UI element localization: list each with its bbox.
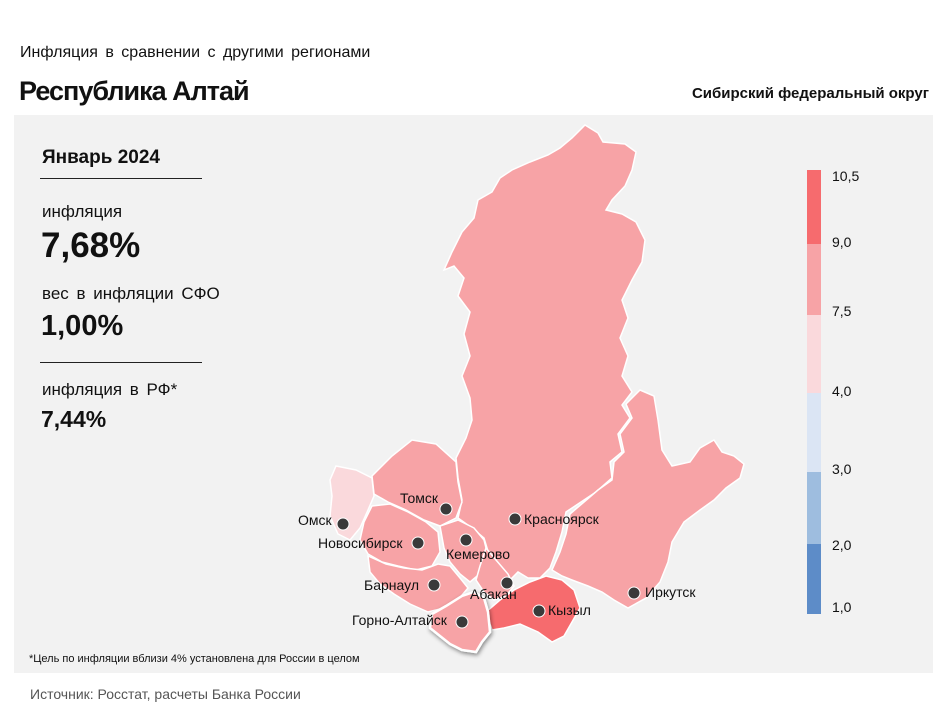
district-name: Сибирский федеральный округ — [691, 85, 929, 102]
svg-text:Иркутск: Иркутск — [645, 584, 696, 600]
city-marker-irkutsk: Иркутск — [627, 584, 696, 600]
page-subtitle: Инфляция в сравнении с другими регионами — [20, 44, 371, 61]
region-krasnoyarsk — [442, 124, 646, 582]
svg-text:Томск: Томск — [400, 490, 439, 506]
svg-text:Барнаул: Барнаул — [364, 577, 419, 593]
period-label: Январь 2024 — [42, 147, 160, 168]
inflation-value: 7,68% — [41, 226, 141, 265]
city-marker-kemerovo: Кемерово — [446, 533, 510, 562]
rf-inflation-value: 7,44% — [41, 406, 107, 432]
divider-top — [40, 178, 202, 179]
region-altai-krai — [367, 554, 469, 613]
city-marker-krasnoyarsk: Красноярск — [508, 511, 600, 527]
region-irkutsk — [551, 389, 745, 609]
legend-band-low — [807, 315, 821, 393]
legend-tick: 9,0 — [832, 234, 852, 250]
legend-band-high — [807, 170, 821, 244]
footnote: *Цель по инфляции вблизи 4% установлена … — [29, 653, 360, 665]
legend-tick: 4,0 — [832, 383, 852, 399]
city-marker-novosibirsk: Новосибирск — [318, 535, 425, 551]
color-legend: 10,5 9,0 7,5 4,0 3,0 2,0 1,0 — [807, 168, 859, 615]
city-marker-barnaul: Барнаул — [364, 577, 441, 593]
inflation-label: инфляция — [42, 202, 123, 221]
svg-text:Горно-Алтайск: Горно-Алтайск — [352, 612, 448, 628]
svg-text:Кемерово: Кемерово — [446, 546, 510, 562]
weight-value: 1,00% — [41, 310, 124, 342]
region-novosibirsk — [359, 503, 441, 571]
legend-band-blue-mid — [807, 472, 821, 544]
legend-tick: 1,0 — [832, 599, 852, 615]
legend-band-blue-light — [807, 393, 821, 472]
svg-text:Омск: Омск — [298, 512, 333, 528]
legend-tick: 2,0 — [832, 537, 852, 553]
divider-bottom — [40, 362, 202, 363]
source-note: Источник: Росстат, расчеты Банка России — [30, 686, 301, 702]
rf-inflation-label: инфляция в РФ* — [42, 380, 178, 399]
page-title: Республика Алтай — [19, 76, 250, 106]
svg-text:Кызыл: Кызыл — [548, 602, 591, 618]
legend-tick: 3,0 — [832, 461, 852, 477]
svg-text:Красноярск: Красноярск — [524, 511, 600, 527]
legend-tick: 10,5 — [832, 168, 859, 184]
legend-tick: 7,5 — [832, 303, 852, 319]
legend-band-mid — [807, 244, 821, 315]
city-marker-tomsk: Томск — [400, 490, 453, 516]
city-marker-omsk: Омск — [298, 512, 350, 531]
city-marker-gorno-altaysk: Горно-Алтайск — [352, 612, 469, 629]
weight-label: вес в инфляции СФО — [42, 284, 220, 303]
region-tomsk — [371, 439, 463, 527]
legend-band-blue-dark — [807, 544, 821, 614]
svg-text:Абакан: Абакан — [470, 586, 517, 602]
svg-text:Новосибирск: Новосибирск — [318, 535, 403, 551]
city-marker-kyzyl: Кызыл — [532, 602, 591, 618]
city-marker-abakan: Абакан — [470, 576, 517, 602]
